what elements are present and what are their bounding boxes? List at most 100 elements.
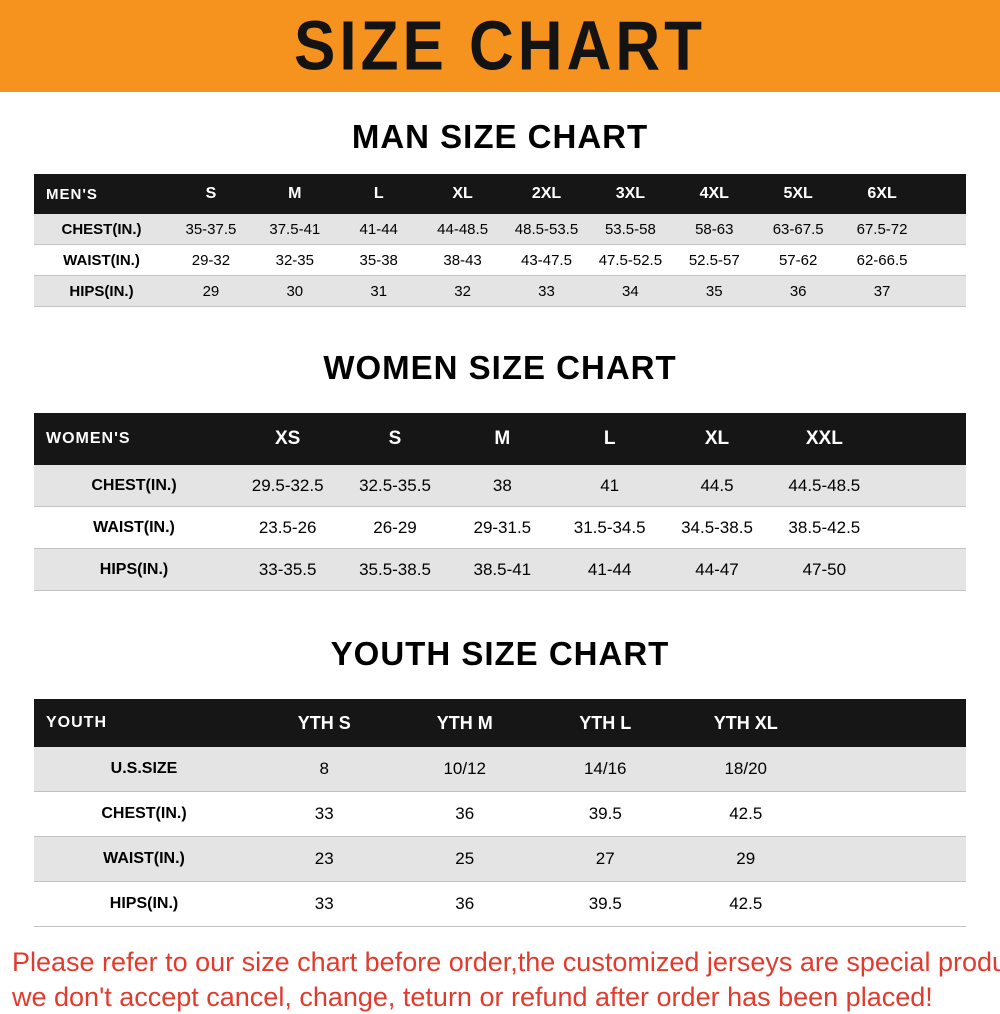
column-header: M	[494, 428, 511, 449]
footer-line-1: Please refer to our size chart before or…	[12, 947, 1000, 977]
size-cell: 47.5-52.5	[598, 251, 663, 269]
row-label: U.S.SIZE	[110, 760, 178, 777]
page-title: SIZE CHART	[294, 7, 706, 85]
size-cell: 38.5-42.5	[788, 517, 861, 537]
size-cell: 42.5	[729, 804, 763, 823]
row-label: WAIST(IN.)	[93, 518, 175, 536]
size-cell: 43-47.5	[521, 251, 572, 269]
men-section-heading: MAN SIZE CHART	[351, 118, 649, 155]
size-cell: 37	[873, 282, 891, 300]
women-size-table: WOMEN'S XS S M L XL XXL CHEST(IN.) 29.5-32.5 32.5…	[34, 413, 966, 591]
size-cell: 57-62	[778, 251, 818, 269]
column-header: YTH XL	[713, 712, 778, 733]
youth-size-table: YOUTH YTH S YTH M YTH L YTH XL U.S.SIZE 8 10/12…	[34, 699, 966, 927]
size-cell: 47-50	[802, 559, 847, 579]
size-cell: 36	[455, 804, 475, 823]
size-cell: 42.5	[729, 894, 763, 913]
size-cell: 33-35.5	[258, 559, 317, 579]
size-cell: 38	[492, 475, 512, 495]
size-cell: 30	[286, 282, 304, 300]
size-cell: 36	[455, 894, 475, 913]
size-cell: 39.5	[588, 804, 622, 823]
table-header-row: WOMEN'S XS S M L XL XXL	[34, 413, 966, 465]
size-cell: 23	[314, 849, 334, 868]
table-row: HIPS(IN.) 33-35.5 35.5-38.5 38.5-41 41-44 44-…	[34, 549, 966, 591]
size-cell: 44.5	[700, 475, 734, 495]
size-cell: 32.5-35.5	[359, 475, 431, 495]
table-header-row: YOUTH YTH S YTH M YTH L YTH XL	[34, 699, 966, 747]
size-cell: 44.5-48.5	[788, 475, 861, 495]
table-row: CHEST(IN.) 35-37.5 37.5-41 41-44 44-48.5 48.5…	[34, 214, 966, 245]
size-cell: 29.5-32.5	[251, 475, 324, 495]
table-row: WAIST(IN.) 29-32 32-35 35-38 38-43 43-47.5 47.…	[34, 245, 966, 276]
size-cell: 35-37.5	[185, 220, 237, 238]
table-title: MEN'S	[46, 185, 98, 203]
column-header: 3XL	[615, 185, 646, 202]
women-section-heading: WOMEN SIZE CHART	[323, 349, 677, 386]
size-cell: 34.5-38.5	[681, 517, 753, 537]
table-row: WAIST(IN.) 23.5-26 26-29 29-31.5 31.5-34.5 34…	[34, 507, 966, 549]
size-cell: 41-44	[359, 220, 398, 238]
size-cell: 32	[454, 282, 471, 300]
column-header: YTH M	[436, 712, 493, 733]
size-cell: 35-38	[359, 251, 398, 269]
size-cell: 18/20	[724, 759, 768, 778]
size-cell: 8	[319, 759, 329, 778]
size-cell: 25	[455, 849, 475, 868]
size-cell: 14/16	[583, 759, 627, 778]
table-row: WAIST(IN.) 23 25 27 29	[34, 837, 966, 882]
table-title: WOMEN'S	[46, 430, 131, 447]
size-cell: 33	[538, 282, 555, 300]
size-cell: 32-35	[275, 251, 314, 269]
size-cell: 29-32	[191, 251, 231, 269]
table-title: YOUTH	[46, 714, 107, 731]
section-men: MAN SIZE CHART MEN'S S M L XL 2XL 3XL 4XL 5XL 6XL…	[0, 118, 1000, 307]
size-cell: 41	[600, 475, 620, 495]
column-header: XL	[452, 185, 473, 202]
size-cell: 58-63	[695, 220, 734, 238]
column-header: XS	[274, 428, 301, 449]
column-header: XL	[704, 428, 730, 449]
row-label: CHEST(IN.)	[61, 220, 142, 238]
table-row: U.S.SIZE 8 10/12 14/16 18/20	[34, 747, 966, 792]
table-row: CHEST(IN.) 29.5-32.5 32.5-35.5 38 41 44.5 44.5…	[34, 465, 966, 507]
size-cell: 52.5-57	[688, 251, 740, 269]
size-cell: 44-47	[695, 559, 739, 579]
size-cell: 62-66.5	[856, 251, 908, 269]
column-header: S	[205, 185, 217, 202]
table-row: CHEST(IN.) 33 36 39.5 42.5	[34, 792, 966, 837]
size-cell: 36	[789, 282, 807, 300]
size-cell: 48.5-53.5	[514, 220, 579, 238]
column-header: YTH S	[297, 712, 351, 733]
size-cell: 29	[736, 849, 756, 868]
size-cell: 35.5-38.5	[359, 559, 431, 579]
size-cell: 26-29	[373, 517, 417, 537]
row-label: CHEST(IN.)	[91, 476, 177, 494]
size-cell: 53.5-58	[604, 220, 656, 238]
size-cell: 33	[314, 804, 334, 823]
section-youth: YOUTH SIZE CHART YOUTH YTH S YTH M YTH L YTH…	[0, 635, 1000, 927]
row-label: HIPS(IN.)	[99, 560, 169, 578]
column-header: 5XL	[783, 185, 813, 202]
size-cell: 34	[622, 282, 639, 300]
column-header: 6XL	[867, 185, 897, 202]
size-cell: 41-44	[587, 559, 632, 579]
column-header: L	[373, 185, 384, 202]
size-cell: 37.5-41	[269, 220, 321, 238]
footer-note: Please refer to our size chart before or…	[12, 945, 1000, 1014]
column-header: M	[288, 185, 302, 202]
size-cell: 63-67.5	[772, 220, 824, 238]
column-header: S	[388, 428, 402, 449]
table-row: HIPS(IN.) 29 30 31 32 33 34 35 36 37	[34, 276, 966, 307]
table-row: HIPS(IN.) 33 36 39.5 42.5	[34, 882, 966, 927]
row-label: WAIST(IN.)	[63, 251, 140, 269]
column-header: XXL	[805, 428, 843, 449]
banner: SIZE CHART	[0, 0, 1000, 92]
chart-sections: MAN SIZE CHART MEN'S S M L XL 2XL 3XL 4XL 5XL 6XL…	[0, 118, 1000, 927]
size-cell: 27	[595, 849, 615, 868]
row-label: HIPS(IN.)	[69, 282, 134, 300]
column-header: L	[603, 428, 616, 449]
row-label: CHEST(IN.)	[101, 805, 187, 822]
size-cell: 44-48.5	[437, 220, 489, 238]
